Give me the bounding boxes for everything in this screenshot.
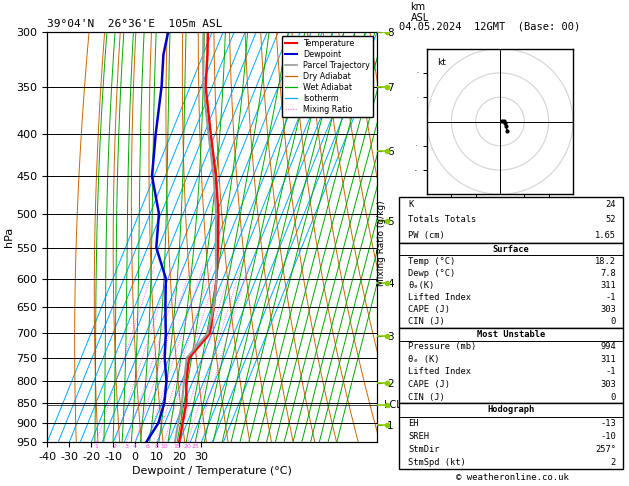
Text: 994: 994 <box>600 342 616 351</box>
Text: CIN (J): CIN (J) <box>408 317 445 327</box>
Text: Lifted Index: Lifted Index <box>408 293 471 302</box>
Text: 10: 10 <box>160 444 168 450</box>
Text: 0: 0 <box>611 393 616 401</box>
Text: θₑ (K): θₑ (K) <box>408 355 440 364</box>
Text: Most Unstable: Most Unstable <box>477 330 545 339</box>
Text: -13: -13 <box>600 418 616 428</box>
Text: km
ASL: km ASL <box>411 2 429 23</box>
Text: -10: -10 <box>600 432 616 441</box>
Text: Temp (°C): Temp (°C) <box>408 257 455 266</box>
Text: 3: 3 <box>125 444 128 450</box>
Text: -1: -1 <box>606 367 616 377</box>
Text: 311: 311 <box>600 281 616 290</box>
Text: 4: 4 <box>133 444 137 450</box>
Text: K: K <box>408 200 414 209</box>
Text: 8: 8 <box>155 444 159 450</box>
Text: -1: -1 <box>606 293 616 302</box>
Text: 311: 311 <box>600 355 616 364</box>
Text: StmSpd (kt): StmSpd (kt) <box>408 458 466 467</box>
Text: Pressure (mb): Pressure (mb) <box>408 342 477 351</box>
Text: SREH: SREH <box>408 432 430 441</box>
Text: 2: 2 <box>113 444 117 450</box>
Text: 1: 1 <box>94 444 98 450</box>
Text: 15: 15 <box>174 444 182 450</box>
Text: CIN (J): CIN (J) <box>408 393 445 401</box>
Text: Totals Totals: Totals Totals <box>408 215 477 225</box>
Text: CAPE (J): CAPE (J) <box>408 305 450 314</box>
Text: 7.8: 7.8 <box>600 269 616 278</box>
Text: 39°04'N  26°36'E  105m ASL: 39°04'N 26°36'E 105m ASL <box>47 19 223 30</box>
Text: Hodograph: Hodograph <box>487 405 535 415</box>
X-axis label: Dewpoint / Temperature (°C): Dewpoint / Temperature (°C) <box>132 466 292 476</box>
Text: Surface: Surface <box>493 244 530 254</box>
Text: Lifted Index: Lifted Index <box>408 367 471 377</box>
Text: 52: 52 <box>606 215 616 225</box>
Text: 303: 303 <box>600 380 616 389</box>
Text: 0: 0 <box>611 317 616 327</box>
Text: 6: 6 <box>145 444 150 450</box>
Text: 20: 20 <box>184 444 192 450</box>
Text: 04.05.2024  12GMT  (Base: 00): 04.05.2024 12GMT (Base: 00) <box>399 22 581 32</box>
Text: StmDir: StmDir <box>408 445 440 454</box>
Text: 303: 303 <box>600 305 616 314</box>
Text: 24: 24 <box>606 200 616 209</box>
Text: EH: EH <box>408 418 419 428</box>
Text: PW (cm): PW (cm) <box>408 231 445 240</box>
Text: 25: 25 <box>192 444 199 450</box>
Text: 257°: 257° <box>595 445 616 454</box>
Legend: Temperature, Dewpoint, Parcel Trajectory, Dry Adiabat, Wet Adiabat, Isotherm, Mi: Temperature, Dewpoint, Parcel Trajectory… <box>282 35 374 117</box>
Text: 1.65: 1.65 <box>595 231 616 240</box>
Text: Dewp (°C): Dewp (°C) <box>408 269 455 278</box>
Text: kt: kt <box>437 58 446 68</box>
Text: © weatheronline.co.uk: © weatheronline.co.uk <box>456 473 569 482</box>
Text: CAPE (J): CAPE (J) <box>408 380 450 389</box>
Text: 2: 2 <box>611 458 616 467</box>
Y-axis label: hPa: hPa <box>4 227 14 247</box>
Text: LCL: LCL <box>384 399 402 410</box>
Text: θₑ(K): θₑ(K) <box>408 281 435 290</box>
Text: Mixing Ratio (g/kg): Mixing Ratio (g/kg) <box>377 200 386 286</box>
Text: 18.2: 18.2 <box>595 257 616 266</box>
